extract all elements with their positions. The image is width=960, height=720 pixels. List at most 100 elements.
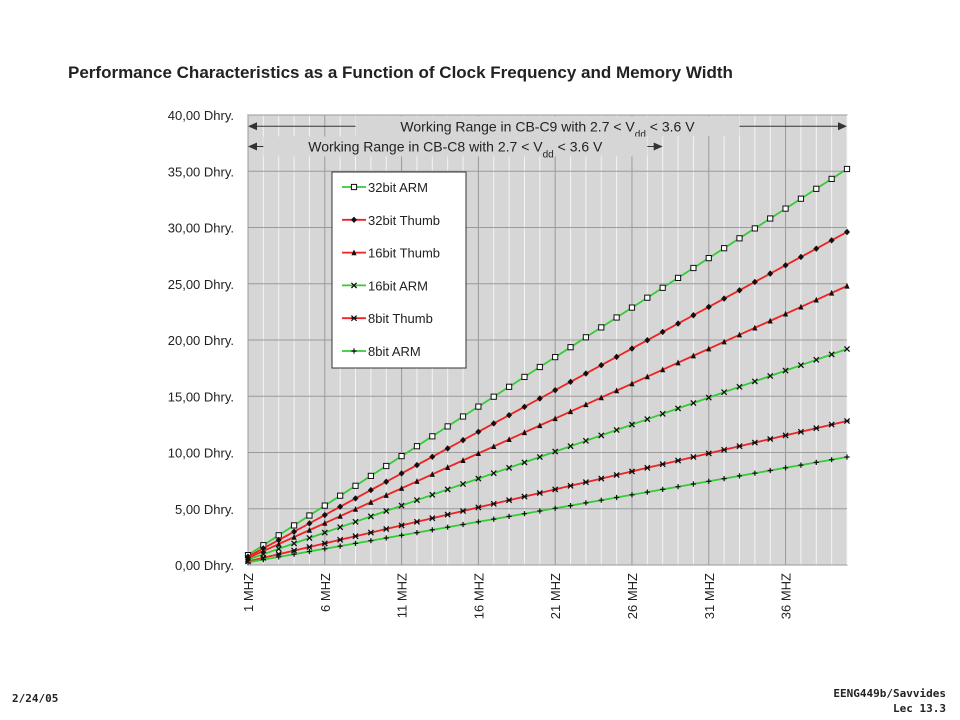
- data-point: [628, 468, 636, 475]
- data-point: [506, 411, 513, 419]
- data-point: [276, 540, 282, 547]
- x-tick-label: 11 MHZ: [395, 573, 410, 618]
- data-point: [276, 554, 282, 560]
- data-point: [291, 533, 297, 540]
- data-point: [736, 473, 743, 479]
- range-label-box: [263, 136, 648, 157]
- data-point: [306, 526, 313, 533]
- data-point: [813, 425, 820, 432]
- data-point: [613, 471, 620, 479]
- data-point: [797, 195, 805, 202]
- data-point: [767, 270, 774, 277]
- x-tick-label: 1 MHZ: [241, 573, 256, 612]
- data-point: [629, 492, 635, 498]
- data-point: [352, 540, 359, 546]
- legend: 32bit ARM 32bit Thumb 16bit Thumb 16bit ARM…: [331, 171, 467, 369]
- data-point: [537, 422, 543, 429]
- data-point: [337, 492, 344, 499]
- data-point: [383, 462, 390, 470]
- data-point: [429, 491, 436, 498]
- data-point: [429, 433, 436, 440]
- legend-marker: [350, 183, 358, 191]
- data-point: [506, 464, 513, 471]
- data-point: [429, 453, 436, 460]
- data-point: [459, 507, 467, 515]
- data-point: [705, 303, 712, 311]
- data-point: [583, 401, 589, 408]
- data-point: [628, 345, 635, 352]
- data-point: [291, 528, 298, 535]
- data-point: [598, 394, 604, 401]
- data-point: [490, 420, 497, 427]
- legend-marker: [350, 282, 358, 289]
- x-tick-label: 16 MHZ: [471, 573, 486, 619]
- data-point: [598, 324, 605, 331]
- data-point: [767, 317, 773, 324]
- legend-label: 16bit ARM: [368, 278, 428, 293]
- data-point: [782, 367, 789, 374]
- data-point: [275, 545, 282, 552]
- data-point: [829, 457, 835, 463]
- data-point: [383, 525, 390, 533]
- data-point: [245, 559, 251, 565]
- data-point: [582, 334, 589, 341]
- data-point: [844, 228, 850, 236]
- data-point: [521, 429, 528, 436]
- data-point: [444, 423, 451, 430]
- data-point: [752, 324, 758, 331]
- data-point: [613, 314, 620, 321]
- data-point: [721, 389, 728, 396]
- data-point: [567, 408, 574, 415]
- data-point: [506, 383, 513, 390]
- data-point: [644, 294, 651, 301]
- data-point: [475, 403, 482, 410]
- x-tick-label: 31 MHZ: [702, 573, 717, 619]
- data-point: [537, 508, 543, 514]
- data-point: [552, 386, 559, 394]
- data-point: [751, 378, 758, 385]
- data-point: [705, 450, 712, 457]
- data-point: [613, 426, 620, 434]
- data-point: [752, 470, 758, 476]
- y-tick-label: 25,00 Dhry.: [168, 277, 234, 292]
- y-tick-label: 20,00 Dhry.: [168, 333, 234, 348]
- data-point: [644, 373, 650, 380]
- data-point: [644, 489, 650, 495]
- data-point: [767, 435, 774, 443]
- data-point: [521, 459, 528, 466]
- data-point: [536, 453, 543, 461]
- data-point: [736, 383, 743, 390]
- data-point: [797, 362, 804, 369]
- data-point: [321, 529, 328, 536]
- data-point: [460, 457, 466, 463]
- data-point: [843, 165, 851, 173]
- data-point: [352, 495, 359, 502]
- data-point: [306, 534, 313, 542]
- data-point: [383, 478, 390, 485]
- data-point: [367, 486, 374, 494]
- data-point: [674, 274, 682, 281]
- data-point: [414, 478, 420, 484]
- data-point: [383, 535, 389, 541]
- data-point: [782, 432, 789, 439]
- data-point: [659, 284, 666, 291]
- data-point: [828, 421, 835, 428]
- data-point: [659, 461, 666, 468]
- x-tick-label: 36 MHZ: [779, 573, 794, 619]
- data-point: [383, 507, 390, 515]
- data-point: [398, 522, 405, 529]
- data-point: [552, 505, 558, 511]
- data-point: [598, 362, 605, 369]
- data-point: [521, 493, 528, 500]
- data-point: [736, 287, 743, 294]
- data-point: [552, 415, 558, 422]
- data-point: [721, 446, 728, 453]
- data-point: [291, 540, 298, 547]
- range-arrow-right: [838, 122, 847, 131]
- legend-item: 32bit ARM: [342, 180, 428, 195]
- data-point: [414, 530, 420, 536]
- data-point: [690, 481, 697, 487]
- data-point: [367, 472, 374, 479]
- data-point: [413, 518, 421, 525]
- data-point: [429, 515, 436, 522]
